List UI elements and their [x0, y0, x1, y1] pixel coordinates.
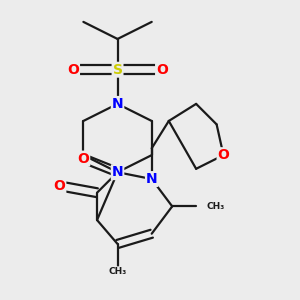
Text: O: O	[67, 63, 79, 77]
Text: CH₃: CH₃	[206, 202, 225, 211]
Text: N: N	[112, 165, 123, 179]
Text: O: O	[218, 148, 230, 162]
Text: O: O	[77, 152, 89, 166]
Text: CH₃: CH₃	[108, 267, 127, 276]
Text: O: O	[156, 63, 168, 77]
Text: O: O	[53, 179, 65, 193]
Text: N: N	[146, 172, 158, 186]
Text: N: N	[112, 97, 123, 111]
Text: S: S	[112, 63, 122, 77]
